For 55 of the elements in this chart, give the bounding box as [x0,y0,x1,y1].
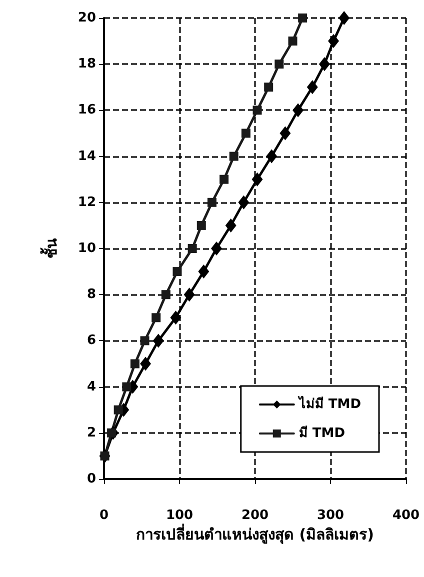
point [130,359,140,368]
legend-label: มี TMD [298,425,346,441]
y-tick-label: 2 [86,425,96,440]
point [252,172,263,186]
point [152,313,161,322]
point [238,195,250,210]
point [274,60,284,69]
point [140,356,152,371]
point [107,428,116,438]
legend-label: ไม่มี TMD [296,395,362,412]
y-tick-label: 4 [86,379,96,394]
x-axis-title: การเปลี่ยนตำแหน่งสูงสุด (มิลลิเมตร) [136,524,374,544]
point [266,149,278,164]
point [328,34,340,48]
point [196,220,206,230]
point [188,244,197,253]
point [184,288,195,302]
point [338,11,350,25]
y-tick-label: 14 [78,148,96,164]
point [252,106,262,115]
point [229,152,238,161]
point [220,174,229,184]
y-tick-label: 10 [78,241,96,256]
point [225,218,236,232]
y-axis-title: ชั้น [40,238,60,258]
point [140,336,150,346]
point [152,334,164,348]
point [280,126,291,140]
y-tick-label: 20 [78,10,96,26]
point [170,310,182,325]
x-tick-label: 300 [316,508,344,523]
point [122,382,132,392]
point [161,290,170,300]
x-tick-label: 100 [166,508,194,523]
y-tick-label: 18 [78,56,96,72]
point [210,242,222,256]
point [241,128,250,138]
point [292,103,304,118]
point [207,198,216,207]
x-tick-label: 200 [241,508,269,523]
point [318,57,330,72]
y-tick-label: 0 [86,472,96,486]
point [306,80,318,94]
point [298,14,308,22]
y-tick-label: 12 [78,194,96,210]
y-tick-label: 6 [86,333,96,348]
point [114,405,123,414]
point [172,267,182,276]
x-tick-label: 400 [392,508,420,523]
y-tick-label: 16 [78,102,96,118]
point [198,264,210,279]
x-tick-label: 0 [99,508,109,523]
y-tick-label: 8 [86,287,96,302]
point [288,36,298,46]
point [264,82,274,92]
